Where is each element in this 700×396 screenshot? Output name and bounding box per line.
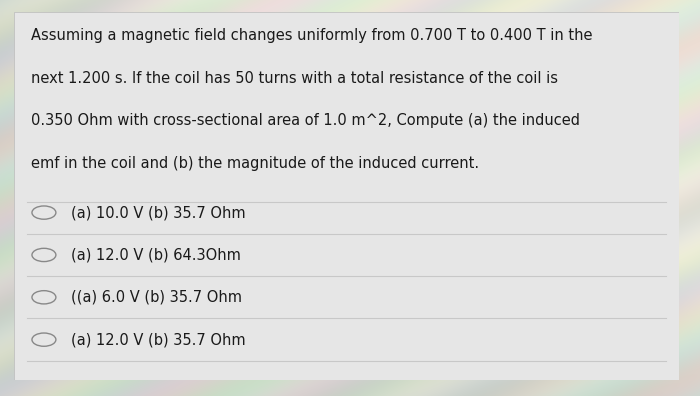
Text: (a) 10.0 V (b) 35.7 Ohm: (a) 10.0 V (b) 35.7 Ohm: [71, 205, 245, 220]
Text: (a) 12.0 V (b) 35.7 Ohm: (a) 12.0 V (b) 35.7 Ohm: [71, 332, 245, 347]
Text: ((a) 6.0 V (b) 35.7 Ohm: ((a) 6.0 V (b) 35.7 Ohm: [71, 290, 242, 305]
Text: 0.350 Ohm with cross-sectional area of 1.0 m^2, Compute (a) the induced: 0.350 Ohm with cross-sectional area of 1…: [31, 113, 580, 128]
FancyBboxPatch shape: [14, 12, 679, 380]
Text: next 1.200 s. If the coil has 50 turns with a total resistance of the coil is: next 1.200 s. If the coil has 50 turns w…: [31, 71, 558, 86]
Text: (a) 12.0 V (b) 64.3Ohm: (a) 12.0 V (b) 64.3Ohm: [71, 248, 240, 263]
Text: emf in the coil and (b) the magnitude of the induced current.: emf in the coil and (b) the magnitude of…: [31, 156, 479, 171]
Text: Assuming a magnetic field changes uniformly from 0.700 T to 0.400 T in the: Assuming a magnetic field changes unifor…: [31, 29, 592, 44]
